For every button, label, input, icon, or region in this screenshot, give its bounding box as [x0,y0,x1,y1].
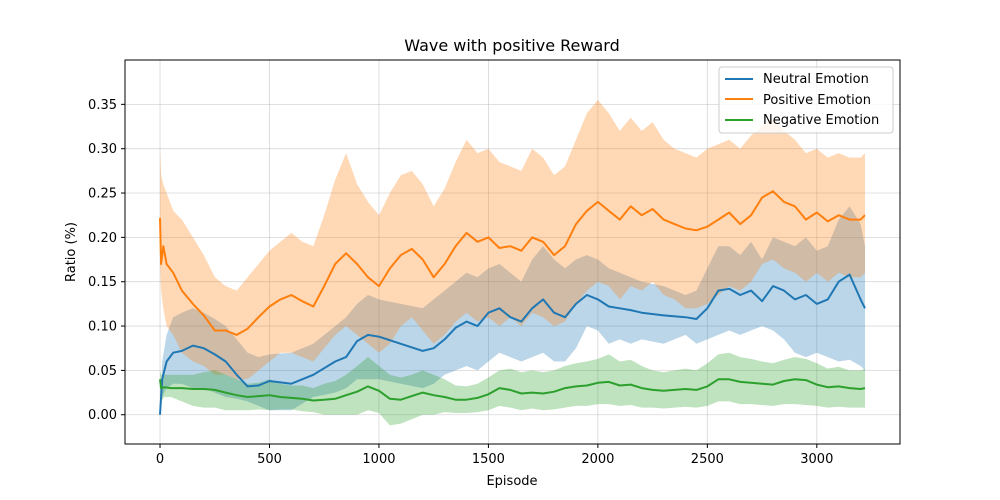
confidence-bands [160,99,865,426]
x-tick-label: 0 [156,452,164,467]
x-axis-ticks: 0 500 1000 1500 2000 2500 3000 [156,444,833,467]
y-tick-label: 0.30 [88,142,117,157]
y-tick-label: 0.00 [88,408,117,423]
band-neutral [160,206,865,415]
x-tick-label: 500 [257,452,282,467]
x-tick-label: 2000 [581,452,614,467]
y-tick-label: 0.20 [88,231,117,246]
y-tick-label: 0.35 [88,98,117,113]
band-positive [160,99,865,380]
grid [125,60,900,444]
x-tick-label: 1500 [472,452,505,467]
legend-label-positive: Positive Emotion [763,93,871,108]
y-axis-label: Ratio (%) [64,222,79,282]
legend-label-neutral: Neutral Emotion [763,72,869,87]
x-tick-label: 2500 [691,452,724,467]
series-lines [159,190,866,415]
series-line-negative [159,378,866,402]
band-negative [160,352,865,426]
y-tick-label: 0.05 [88,364,117,379]
y-tick-label: 0.10 [88,320,117,335]
legend-frame [718,66,894,134]
chart-title: Wave with positive Reward [404,36,619,55]
legend-label-negative: Negative Emotion [763,113,879,128]
x-tick-label: 3000 [800,452,833,467]
x-axis-label: Episode [486,474,537,489]
x-tick-label: 1000 [362,452,395,467]
series-line-neutral [159,273,866,415]
y-tick-label: 0.15 [88,275,117,290]
y-axis-ticks: 0.00 0.05 0.10 0.15 0.20 0.25 0.30 0.35 [88,98,125,423]
plot-frame [124,59,901,445]
series-line-positive [159,190,866,336]
y-tick-label: 0.25 [88,187,117,202]
legend: Neutral Emotion Positive Emotion Negativ… [718,66,894,134]
